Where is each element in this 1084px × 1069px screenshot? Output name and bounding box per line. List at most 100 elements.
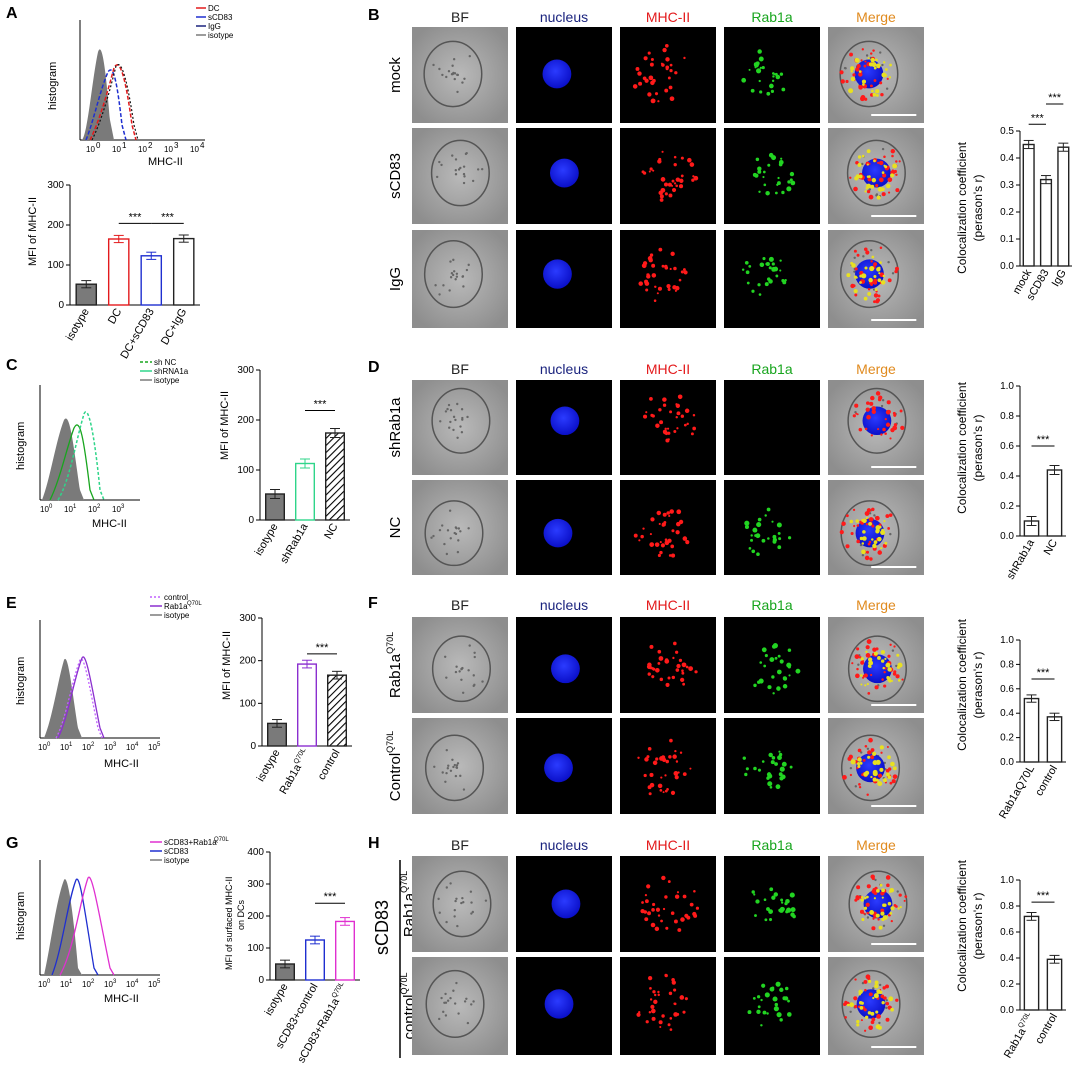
svg-text:2: 2 bbox=[148, 141, 153, 150]
rab1a-puncta bbox=[849, 1002, 855, 1008]
mhc-puncta bbox=[860, 96, 865, 102]
mhc-puncta bbox=[659, 541, 662, 544]
svg-text:sCD83: sCD83 bbox=[164, 847, 189, 856]
mhc-puncta bbox=[856, 524, 860, 527]
cell-outline bbox=[423, 239, 484, 309]
bf-granule bbox=[875, 193, 879, 196]
mhc-puncta bbox=[678, 184, 684, 189]
mhc-puncta bbox=[667, 676, 671, 680]
y-tick-label: 0.6 bbox=[1000, 927, 1014, 938]
rab1a-puncta bbox=[771, 520, 774, 523]
bf-granule bbox=[460, 408, 464, 411]
bf-granule bbox=[447, 764, 450, 767]
panel-e-bar-ylabel: MFI of MHC-II bbox=[221, 631, 233, 700]
rab1a-puncta bbox=[873, 897, 876, 900]
y-tick-label: 0.0 bbox=[1000, 261, 1014, 272]
mhc-puncta bbox=[669, 63, 673, 67]
bf-granule bbox=[464, 152, 468, 156]
bf-granule bbox=[461, 275, 465, 278]
bf-granule bbox=[472, 1000, 475, 1003]
mhc-puncta bbox=[663, 429, 668, 435]
mhc-puncta bbox=[686, 915, 691, 920]
mhc-puncta bbox=[656, 292, 659, 295]
panel-e-xlabel: MHC-II bbox=[104, 758, 139, 770]
svg-text:10: 10 bbox=[40, 505, 49, 514]
mhc-puncta bbox=[664, 43, 669, 48]
bar-1 bbox=[1039, 178, 1053, 267]
mhc-puncta bbox=[673, 919, 678, 924]
bf-granule bbox=[441, 524, 444, 527]
micrograph-tile bbox=[412, 718, 508, 814]
rab1a-puncta bbox=[865, 187, 869, 190]
coloc-ylabel: Colocalization coefficient bbox=[955, 859, 969, 992]
mhc-puncta bbox=[854, 898, 858, 902]
bf-granule bbox=[449, 260, 452, 263]
bf-granule bbox=[881, 63, 884, 67]
bf-granule bbox=[446, 999, 450, 1002]
mhc-puncta bbox=[883, 670, 886, 674]
bf-granule bbox=[457, 1012, 460, 1015]
rab1a-puncta bbox=[864, 896, 867, 900]
mhc-puncta bbox=[684, 997, 688, 1001]
bf-granule bbox=[468, 54, 471, 58]
panel-e-xticks: 10 0 10 1 10 2 10 3 10 4 10 5 bbox=[38, 742, 161, 752]
mhc-puncta bbox=[667, 431, 671, 435]
bf-granule bbox=[896, 890, 899, 893]
mhc-puncta bbox=[867, 977, 871, 981]
rab1a-puncta bbox=[766, 1012, 769, 1015]
rab1a-puncta bbox=[867, 979, 872, 983]
rab1a-puncta bbox=[751, 289, 755, 293]
mhc-puncta bbox=[887, 409, 891, 414]
rab1a-puncta bbox=[758, 79, 761, 83]
svg-text:10: 10 bbox=[104, 980, 113, 989]
bf-granule bbox=[462, 172, 466, 176]
rab1a-puncta bbox=[784, 986, 789, 991]
bf-granule bbox=[455, 764, 459, 767]
rab1a-puncta bbox=[859, 674, 863, 677]
bf-granule bbox=[460, 678, 463, 681]
mhc-puncta bbox=[667, 1023, 671, 1027]
bf-granule bbox=[455, 272, 459, 276]
mhc-puncta bbox=[882, 427, 886, 432]
superscript: Q70L bbox=[331, 981, 346, 999]
rab1a-puncta bbox=[759, 262, 765, 268]
mhc-puncta bbox=[644, 281, 650, 286]
significance-stars: *** bbox=[161, 211, 175, 223]
rab1a-puncta bbox=[771, 266, 777, 272]
mhc-puncta bbox=[690, 432, 694, 436]
mhc-puncta bbox=[669, 509, 674, 514]
rab1a-puncta bbox=[872, 751, 877, 756]
bf-granule bbox=[476, 168, 480, 171]
bf-granule bbox=[445, 748, 448, 752]
rab1a-puncta bbox=[769, 785, 773, 789]
y-tick-label: 0.1 bbox=[1000, 234, 1014, 245]
panel-letter-g: G bbox=[6, 835, 18, 852]
bf-granule bbox=[438, 293, 441, 296]
rab1a-puncta bbox=[756, 552, 760, 557]
mhc-puncta bbox=[670, 911, 675, 915]
mhc-puncta bbox=[871, 409, 877, 414]
mhc-puncta bbox=[877, 918, 880, 921]
bf-granule bbox=[449, 276, 453, 279]
y-tick-label: 0.8 bbox=[1000, 411, 1014, 422]
mhc-puncta bbox=[673, 1002, 677, 1006]
mhc-puncta bbox=[657, 914, 661, 917]
rab1a-puncta bbox=[859, 761, 863, 765]
mhc-puncta bbox=[659, 550, 663, 555]
mhc-puncta bbox=[682, 1010, 686, 1014]
svg-text:sCD83+Rab1a: sCD83+Rab1a bbox=[164, 838, 217, 847]
mhc-puncta bbox=[680, 414, 685, 418]
mhc-puncta bbox=[895, 188, 900, 193]
bf-granule bbox=[870, 248, 873, 252]
micrograph-tile bbox=[412, 128, 508, 224]
mhc-puncta bbox=[680, 677, 685, 683]
significance-stars: *** bbox=[324, 891, 338, 903]
mhc-puncta bbox=[680, 174, 684, 178]
mhc-puncta bbox=[887, 191, 891, 194]
y-tick-label: 300 bbox=[237, 365, 254, 376]
mhc-puncta bbox=[858, 85, 861, 88]
mhc-puncta bbox=[659, 756, 664, 761]
mhc-puncta bbox=[662, 791, 665, 794]
y-tick-label: 0.2 bbox=[1000, 501, 1014, 512]
